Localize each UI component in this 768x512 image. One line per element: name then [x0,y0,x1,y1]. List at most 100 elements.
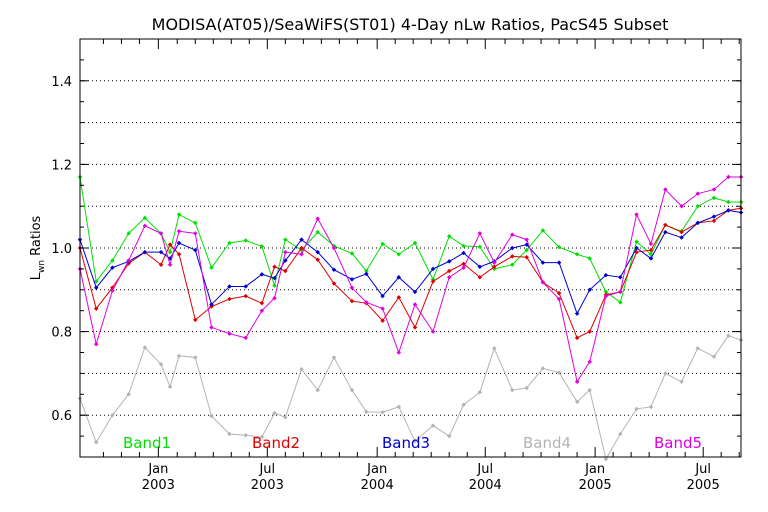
data-point [412,289,418,295]
data-point [396,251,402,257]
data-point [282,249,288,255]
data-point [587,387,593,393]
data-point [93,279,99,284]
data-point [574,379,580,385]
data-point [446,233,452,239]
data-point [299,251,304,257]
data-point [491,260,497,265]
data-point [93,285,99,291]
data-point [461,243,466,249]
data-point [396,294,402,300]
data-point [380,306,385,311]
data-point [695,191,701,197]
data-point [243,432,249,438]
data-point [396,404,402,410]
data-point [209,413,214,419]
data-point [477,231,483,236]
x-tick-label-year: 2005 [687,478,720,493]
data-point [587,256,593,261]
data-point [259,243,265,249]
data-point [315,216,321,222]
data-point [726,333,731,339]
data-point [430,329,436,334]
data-point [509,262,515,268]
data-point [617,431,623,437]
data-point [192,355,198,360]
series-line-band3 [79,209,742,315]
legend-label-band3: Band3 [382,434,430,452]
data-point [349,276,355,282]
data-point [167,242,173,248]
data-point [726,199,731,205]
data-point [540,366,546,371]
data-point [711,218,717,224]
legend-label-band1: Band1 [123,434,171,452]
data-point [663,222,668,228]
data-point [331,245,337,251]
data-point [93,341,99,347]
data-point [634,249,639,255]
x-tick-label-year: 2003 [142,478,175,493]
data-point [617,289,623,295]
data-point [126,391,131,397]
data-point [477,244,483,250]
data-point [142,345,148,350]
data-point [142,223,148,229]
data-point [272,295,277,301]
data-point [380,293,385,299]
data-point [430,266,436,272]
data-point [617,274,623,280]
data-point [126,231,131,236]
data-point [446,274,452,280]
data-point [540,260,546,265]
plot-frame [79,38,742,458]
data-point [663,371,668,376]
data-point [412,240,418,246]
data-point [227,431,232,437]
data-point [243,293,249,299]
chart-title: MODISA(AT05)/SeaWiFS(ST01) 4-Day nLw Rat… [152,15,669,34]
data-point [209,325,214,330]
data-point [556,370,562,375]
data-point [167,249,173,255]
data-point [110,258,115,263]
data-point [634,245,639,251]
x-tick-label-year: 2004 [361,478,394,493]
data-point [556,296,562,302]
data-point [477,389,483,395]
data-point [192,247,198,253]
data-point [412,438,418,444]
data-point [331,267,337,273]
data-point [574,251,580,257]
data-point [679,235,684,240]
data-point [574,399,580,405]
y-tick-label: 1.0 [51,242,72,257]
data-point [349,251,355,256]
y-tick-label: 1.2 [51,158,72,173]
data-point [349,387,355,393]
data-point [634,212,639,217]
data-point [192,231,198,236]
data-point [587,329,593,334]
data-point [574,311,580,316]
axes: 0.60.81.01.21.4Jan2003Jul2003Jan2004Jul2… [51,38,741,493]
data-point [491,264,497,270]
data-point [272,410,277,416]
data-point [167,384,173,390]
data-point [272,264,277,270]
data-point [331,355,337,360]
data-point [315,387,321,393]
data-point [380,241,385,247]
data-point [192,220,198,226]
data-point [679,379,684,385]
legend-label-band4: Band4 [523,434,571,452]
data-point [299,237,304,242]
data-point [491,345,497,351]
data-point [243,335,249,341]
data-point [259,308,265,314]
series-line-band2 [79,207,742,339]
data-point [679,229,684,235]
data-point [158,249,164,255]
data-point [574,335,580,341]
